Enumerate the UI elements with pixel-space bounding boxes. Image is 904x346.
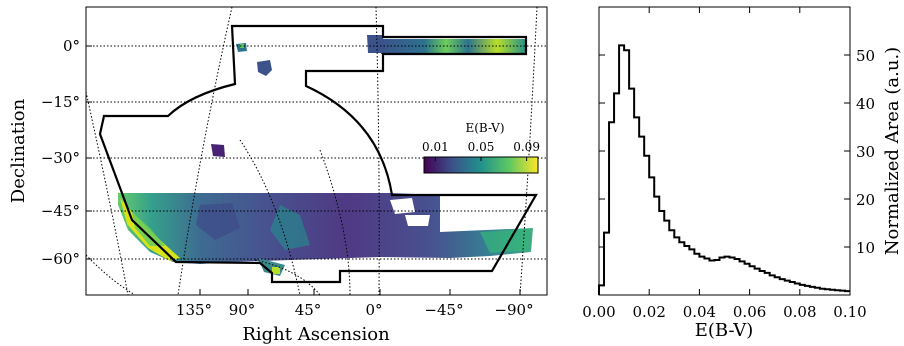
colorbar-tick-label: 0.01 bbox=[422, 140, 449, 154]
map-x-tick-label: −45° bbox=[424, 301, 463, 319]
map-y-axis-title: Declination bbox=[8, 98, 29, 203]
histogram-x-tick-label: 0.04 bbox=[683, 303, 716, 321]
histogram-y-tick-label: 20 bbox=[856, 191, 875, 209]
survey-footprint-outline bbox=[98, 24, 538, 284]
map-x-tick-label: 90° bbox=[229, 301, 256, 319]
map-y-tick-label: −15° bbox=[41, 93, 80, 111]
histogram-step-line bbox=[598, 44, 850, 295]
histogram-x-tick-label: 0.02 bbox=[632, 303, 665, 321]
map-x-tick-label: 135° bbox=[176, 301, 212, 319]
histogram-y-tick-label: 40 bbox=[856, 95, 875, 113]
map-frame bbox=[85, 6, 548, 296]
histogram-y-tick-label: 10 bbox=[856, 239, 875, 257]
map-axis-ticks: 135° 90° 45° 0° −45° −90° 0° −15° −30° −45° −60° bbox=[41, 37, 534, 319]
histogram-x-tick-label: 0.08 bbox=[783, 303, 816, 321]
map-y-tick-label: −45° bbox=[41, 202, 80, 220]
map-x-tick-label: 45° bbox=[295, 301, 322, 319]
histogram-y-axis-title: Normalized Area (a.u.) bbox=[882, 47, 903, 255]
histogram-x-tick-label: 0.10 bbox=[833, 303, 866, 321]
histogram-frame bbox=[598, 6, 851, 296]
histogram-x-axis-title: E(B-V) bbox=[695, 320, 754, 341]
histogram-y-tick-label: 30 bbox=[856, 143, 875, 161]
map-y-tick-label: −60° bbox=[41, 250, 80, 268]
histogram-x-tick-label: 0.06 bbox=[733, 303, 766, 321]
map-x-tick-label: 0° bbox=[365, 301, 382, 319]
histogram-axis-ticks: 0.00 0.02 0.04 0.06 0.08 0.10 10 20 30 40 50 bbox=[582, 7, 875, 321]
map-y-tick-label: −30° bbox=[41, 149, 80, 167]
map-y-tick-label: 0° bbox=[63, 37, 80, 55]
map-x-tick-label: −90° bbox=[494, 301, 533, 319]
histogram-x-tick-label: 0.00 bbox=[582, 303, 615, 321]
histogram-panel: 0.00 0.02 0.04 0.06 0.08 0.10 10 20 30 40 50 E(B-V… bbox=[582, 6, 903, 341]
map-x-axis-title: Right Ascension bbox=[242, 324, 390, 345]
colorbar: E(B-V) 0.01 0.05 0.09 bbox=[422, 121, 540, 174]
histogram-y-tick-label: 50 bbox=[856, 47, 875, 65]
dust-map-panel: E(B-V) 0.01 0.05 0.09 135° 90° 45° 0° −45° −90°… bbox=[8, 6, 548, 345]
colorbar-label: E(B-V) bbox=[465, 121, 504, 135]
colorbar-tick-label: 0.05 bbox=[468, 140, 495, 154]
colorbar-tick-label: 0.09 bbox=[513, 140, 540, 154]
